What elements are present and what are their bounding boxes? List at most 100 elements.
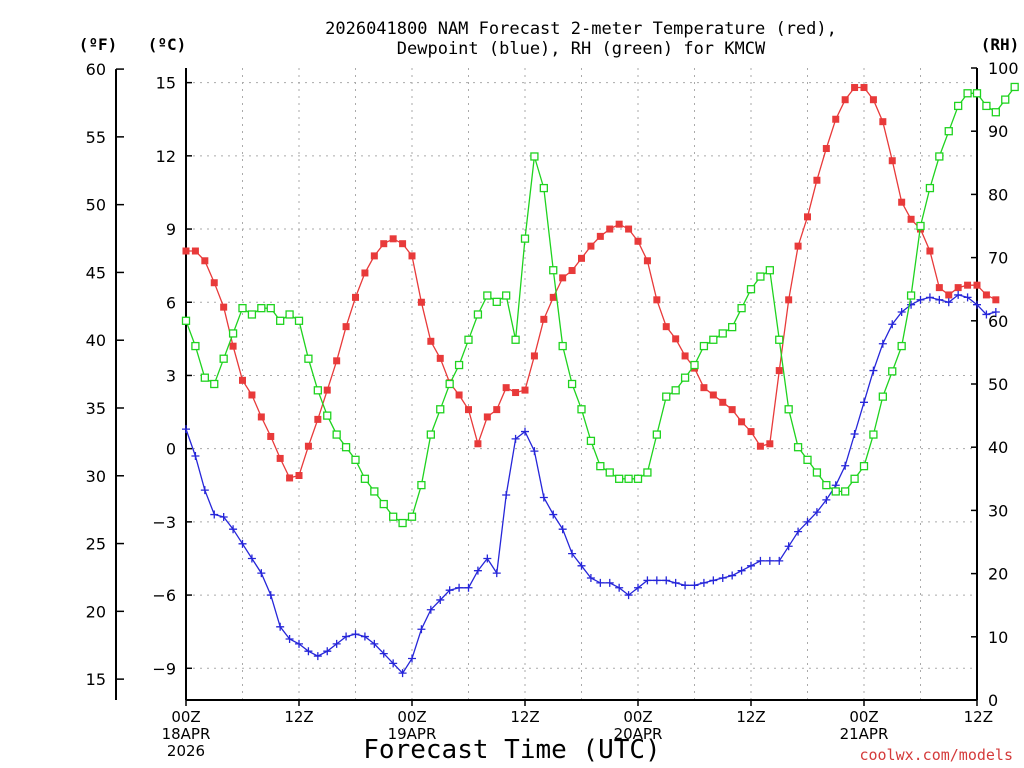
rh-point (643, 468, 652, 477)
temperature-point (982, 291, 990, 299)
dewpoint-point (276, 622, 285, 631)
rh-point (332, 430, 341, 439)
temperature-point (898, 198, 906, 206)
rh-tick-label: 30 (988, 501, 1008, 520)
temperature-point (493, 406, 501, 414)
rh-point (567, 379, 577, 389)
dewpoint-point (398, 669, 407, 678)
temperature-point (832, 115, 840, 123)
rh-point (210, 379, 219, 389)
temperature-point (756, 442, 764, 450)
rh-point (718, 329, 727, 338)
rh-point (822, 480, 831, 490)
temperature-point (380, 240, 388, 248)
series-temperature (182, 84, 1000, 482)
fahrenheit-tick-label: 20 (86, 602, 106, 621)
dewpoint-point (982, 310, 991, 319)
dewpoint-point (878, 339, 887, 348)
rh-point (633, 474, 643, 483)
rh-point (266, 304, 275, 313)
rh-point (473, 310, 483, 319)
series-rh (181, 82, 1019, 528)
fahrenheit-axis-unit: (ºF) (79, 35, 118, 54)
rh-point (1010, 82, 1019, 92)
fahrenheit-tick-label: 30 (86, 467, 106, 486)
rh-point (445, 379, 454, 389)
temperature-point (804, 213, 811, 221)
fahrenheit-tick-label: 45 (86, 263, 106, 282)
temperature-point (860, 84, 868, 92)
temperature-point (210, 279, 218, 287)
dewpoint-point (728, 571, 737, 580)
temperature-point (719, 398, 727, 406)
rh-tick-label: 80 (988, 185, 1008, 204)
dewpoint-point (332, 639, 341, 648)
dewpoint-point (445, 586, 454, 595)
temperature-point (248, 391, 256, 399)
temperature-point (408, 252, 416, 260)
credit-text[interactable]: coolwx.com/models (859, 746, 1013, 764)
dewpoint-point (897, 308, 906, 317)
rh-tick-label: 90 (988, 122, 1008, 141)
dewpoint-point (596, 578, 605, 587)
dewpoint-point (690, 581, 699, 590)
celsius-tick-label: −9 (152, 659, 176, 678)
rh-point (323, 411, 332, 420)
celsius-tick-label: 6 (166, 293, 176, 312)
dewpoint-point (860, 398, 868, 407)
dewpoint-point (191, 451, 200, 460)
celsius-tick-label: 12 (156, 147, 176, 166)
dewpoint-point (671, 578, 680, 587)
celsius-tick-label: 9 (166, 220, 176, 239)
temperature-point (681, 352, 689, 360)
dewpoint-point (417, 625, 426, 634)
rh-point (238, 304, 247, 313)
rh-point (219, 354, 228, 363)
dewpoint-point (473, 566, 482, 575)
rh-point (492, 297, 501, 306)
temperature-point (596, 232, 604, 240)
dewpoint-point (568, 549, 577, 558)
dewpoint-point (219, 512, 228, 521)
temperature-point (286, 474, 294, 482)
rh-point (652, 430, 661, 439)
dewpoint-point (436, 595, 445, 604)
x-tick-label: 12Z (510, 708, 539, 726)
dewpoint-point (539, 493, 548, 502)
temperature-point (568, 267, 576, 275)
dewpoint-point (718, 573, 727, 582)
dewpoint-point (351, 630, 360, 639)
rh-point (200, 373, 209, 382)
dewpoint-point (756, 556, 765, 565)
rh-point (370, 487, 379, 496)
rh-point (765, 266, 774, 275)
dewpoint-point (747, 561, 755, 570)
fahrenheit-tick-label: 25 (86, 535, 106, 554)
temperature-point (615, 220, 623, 228)
dewpoint-point (586, 573, 595, 582)
temperature-point (964, 281, 972, 289)
rh-tick-label: 10 (988, 628, 1008, 647)
dewpoint-point (285, 634, 294, 643)
dewpoint-point (323, 647, 332, 656)
rh-point (615, 474, 624, 483)
rh-point (746, 285, 756, 294)
dewpoint-point (850, 430, 859, 439)
dewpoint-point (794, 527, 803, 536)
temperature-point (973, 281, 981, 289)
temperature-point (869, 96, 877, 104)
rh-tick-label: 60 (988, 312, 1008, 331)
dewpoint-point (549, 510, 558, 519)
rh-point (389, 512, 398, 521)
rh-point (680, 373, 690, 382)
dewpoint-point (247, 554, 256, 563)
dewpoint-point (681, 581, 690, 590)
rh-point (784, 405, 793, 414)
rh-point (577, 405, 586, 414)
temperature-point (257, 413, 265, 421)
rh-point (982, 101, 991, 111)
rh-point (313, 386, 322, 395)
dewpoint-point (615, 583, 624, 592)
temperature-point (775, 367, 783, 375)
temperature-point (220, 303, 228, 311)
